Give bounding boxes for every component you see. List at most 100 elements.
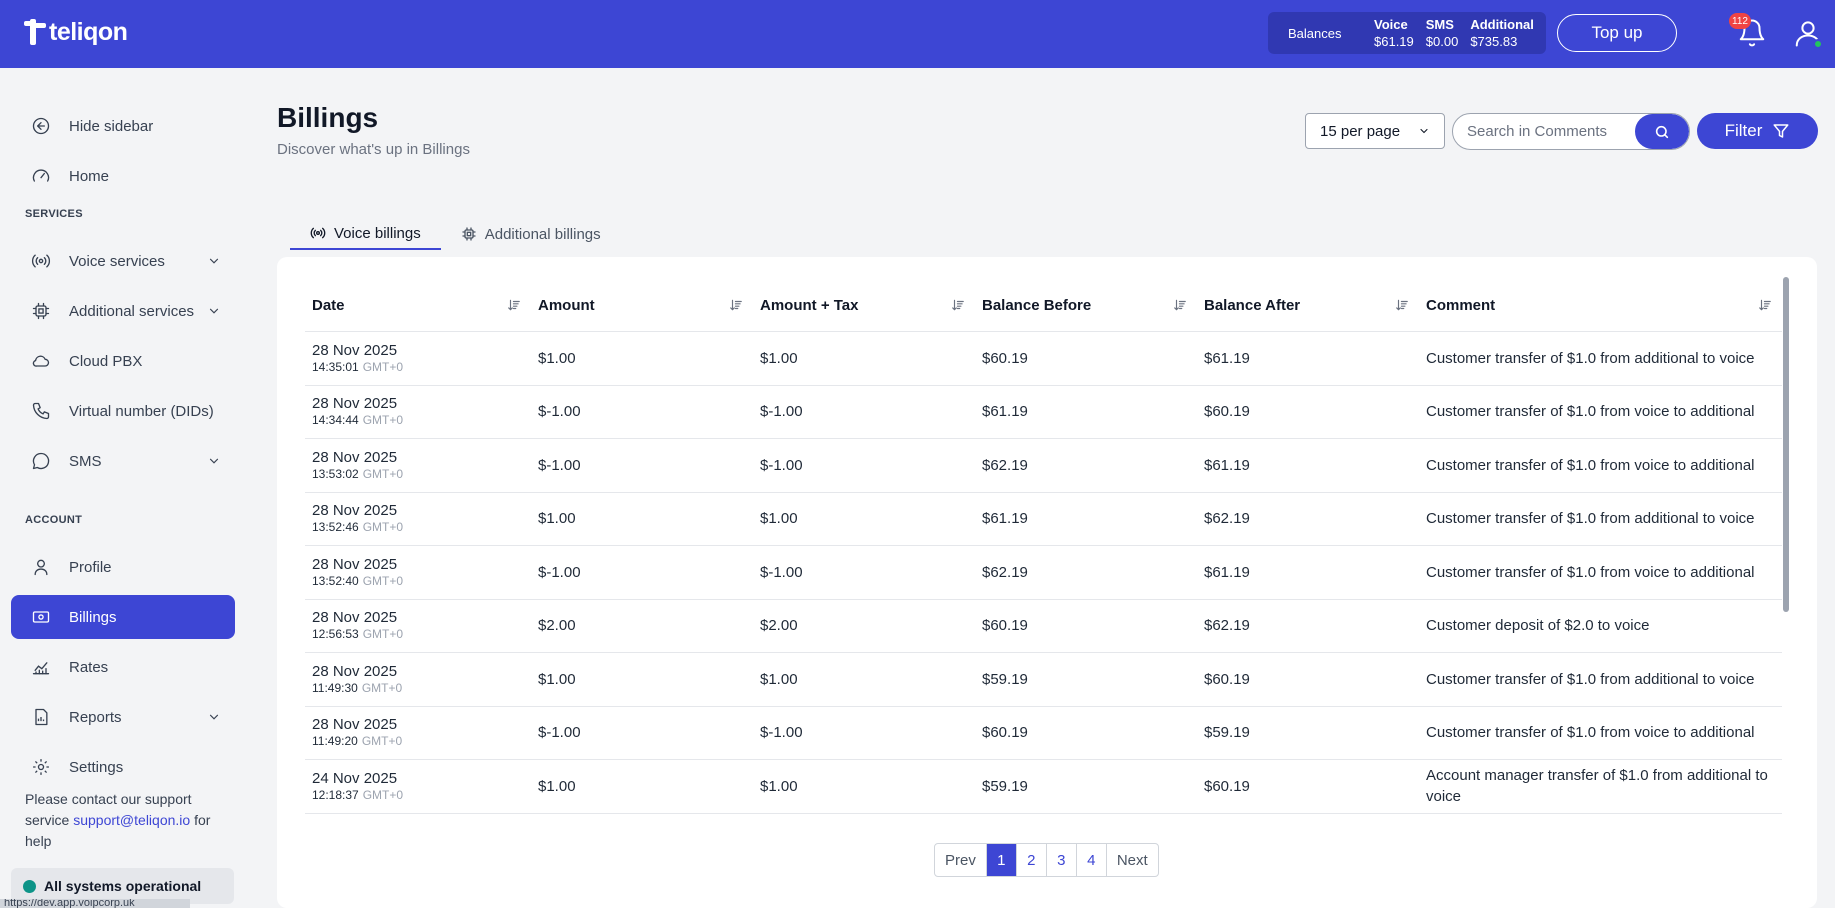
timezone-text: GMT+0 [362,573,404,588]
date-cell: 28 Nov 2025 13:52:40 GMT+0 [305,556,531,589]
column-header-date[interactable]: Date [305,279,531,332]
gauge-icon [32,169,50,182]
page-button-2[interactable]: 2 [1017,844,1047,876]
column-header-balance-after[interactable]: Balance After [1197,279,1419,332]
table-row: 28 Nov 2025 11:49:30 GMT+0 $1.00 $1.00 $59.19… [305,653,1782,707]
hide-sidebar-button[interactable]: Hide sidebar [11,104,235,148]
balance-before-cell: $59.19 [982,670,1028,688]
sidebar-item-label: Reports [69,708,122,726]
sidebar-item-label: Settings [69,758,124,776]
balance-before-cell: $61.19 [982,403,1028,421]
sort-icon[interactable] [1758,298,1772,312]
sidebar-item-sms[interactable]: SMS [11,439,235,483]
balance-before-cell: $60.19 [982,724,1028,742]
table-body: 28 Nov 2025 14:35:01 GMT+0 $1.00 $1.00 $60.19… [305,332,1782,814]
column-header-amount-tax[interactable]: Amount + Tax [753,279,975,332]
time-text: 12:56:53 [312,627,359,642]
per-page-select[interactable]: 15 per page [1305,113,1445,149]
column-header-balance-before[interactable]: Balance Before [975,279,1197,332]
tab-voice-billings[interactable]: Voice billings [290,218,441,250]
amount-tax-cell: $-1.00 [760,724,803,742]
billings-card: Date Amount Amount + Tax Balance Before … [277,257,1817,908]
page-button-3[interactable]: 3 [1047,844,1077,876]
sort-icon[interactable] [1173,298,1187,312]
chat-bubble-icon [32,452,50,470]
sort-icon[interactable] [1395,298,1409,312]
next-page-button[interactable]: Next [1116,851,1148,869]
chevron-down-icon [209,458,219,464]
filter-label: Filter [1724,121,1763,140]
comment-cell: Account manager transfer of $1.0 from ad… [1426,767,1768,806]
date-value: 28 Nov 2025 [312,609,398,627]
sidebar-item-virtual-number[interactable]: Virtual number (DIDs) [11,389,235,433]
comment-cell: Customer transfer of $1.0 from voice to … [1426,563,1755,581]
logo[interactable]: teliqon [24,18,128,47]
sort-icon[interactable] [507,298,521,312]
sidebar-item-billings[interactable]: Billings [11,595,235,639]
bell-icon[interactable] [1737,18,1767,48]
amount-cell: $1.00 [538,510,576,528]
system-status[interactable]: All systems operational [11,868,234,904]
date-value: 24 Nov 2025 [312,769,398,787]
amount-cell: $-1.00 [538,456,581,474]
date-cell: 28 Nov 2025 14:34:44 GMT+0 [305,395,531,428]
time-text: 13:52:40 [312,573,359,588]
balance-voice-value: $61.19 [1374,34,1414,49]
report-icon [35,708,48,726]
date-cell: 24 Nov 2025 12:18:37 GMT+0 [305,770,531,803]
broadcast-icon [310,227,326,239]
logo-text: teliqon [49,18,128,46]
sidebar-item-cloud-pbx[interactable]: Cloud PBX [11,339,235,383]
time-value: 11:49:30 GMT+0 [312,681,531,696]
sidebar-item-rates[interactable]: Rates [11,645,235,689]
comment-cell: Customer transfer of $1.0 from additiona… [1426,349,1755,367]
time-value: 12:18:37 GMT+0 [312,788,531,803]
sidebar-item-voice-services[interactable]: Voice services [11,239,235,283]
column-header-comment[interactable]: Comment [1419,279,1782,332]
balance-additional: Additional $735.83 [1470,16,1534,50]
chevron-down-icon [209,308,219,314]
balance-before-cell: $62.19 [982,456,1028,474]
timezone-text: GMT+0 [361,734,403,749]
amount-cell: $-1.00 [538,724,581,742]
hide-sidebar-label: Hide sidebar [69,117,154,135]
support-email-link[interactable]: support@teliqon.io [73,812,191,828]
sort-icon[interactable] [951,298,965,312]
balance-before-cell: $60.19 [982,349,1028,367]
page-button-1[interactable]: 1 [986,844,1017,876]
balances-panel[interactable]: Balances Voice $61.19 SMS $0.00 Addition… [1268,12,1546,54]
tab-label: Voice billings [334,224,421,242]
column-label: Comment [1426,296,1496,314]
table-scrollbar[interactable] [1783,277,1789,612]
page-subtitle: Discover what's up in Billings [277,141,470,158]
tab-additional-billings[interactable]: Additional billings [441,218,621,250]
amount-tax-cell: $1.00 [760,510,798,528]
column-header-amount[interactable]: Amount [531,279,753,332]
top-bar: teliqon Balances Voice $61.19 SMS $0.00 … [0,0,1835,68]
search-button[interactable] [1635,114,1689,149]
sidebar-item-reports[interactable]: Reports [11,695,235,739]
balance-after-cell: $60.19 [1204,777,1250,795]
sidebar-item-home[interactable]: Home [11,154,235,198]
account-heading: ACCOUNT [25,514,83,526]
date-cell: 28 Nov 2025 12:56:53 GMT+0 [305,609,531,642]
date-cell: 28 Nov 2025 11:49:20 GMT+0 [305,716,531,749]
top-up-button[interactable]: Top up [1557,14,1677,52]
prev-page-button[interactable]: Prev [935,844,987,876]
search-input[interactable] [1453,114,1633,149]
table-row: 28 Nov 2025 11:49:20 GMT+0 $-1.00 $-1.00 $60.… [305,707,1782,760]
sort-icon[interactable] [729,298,743,312]
sidebar-item-settings[interactable]: Settings [11,745,235,789]
page-button-4[interactable]: 4 [1077,844,1107,876]
date-cell: 28 Nov 2025 13:52:46 GMT+0 [305,502,531,535]
balance-before-cell: $61.19 [982,510,1028,528]
table-row: 28 Nov 2025 13:53:02 GMT+0 $-1.00 $-1.00 $62.… [305,439,1782,493]
date-value: 28 Nov 2025 [312,395,398,413]
sidebar-item-additional-services[interactable]: Additional services [11,289,235,333]
sidebar-item-profile[interactable]: Profile [11,545,235,589]
balance-before-cell: $62.19 [982,563,1028,581]
amount-tax-cell: $-1.00 [760,563,803,581]
sidebar-item-label: Additional services [69,302,195,320]
amount-tax-cell: $-1.00 [760,403,803,421]
filter-button[interactable]: Filter [1697,113,1818,149]
